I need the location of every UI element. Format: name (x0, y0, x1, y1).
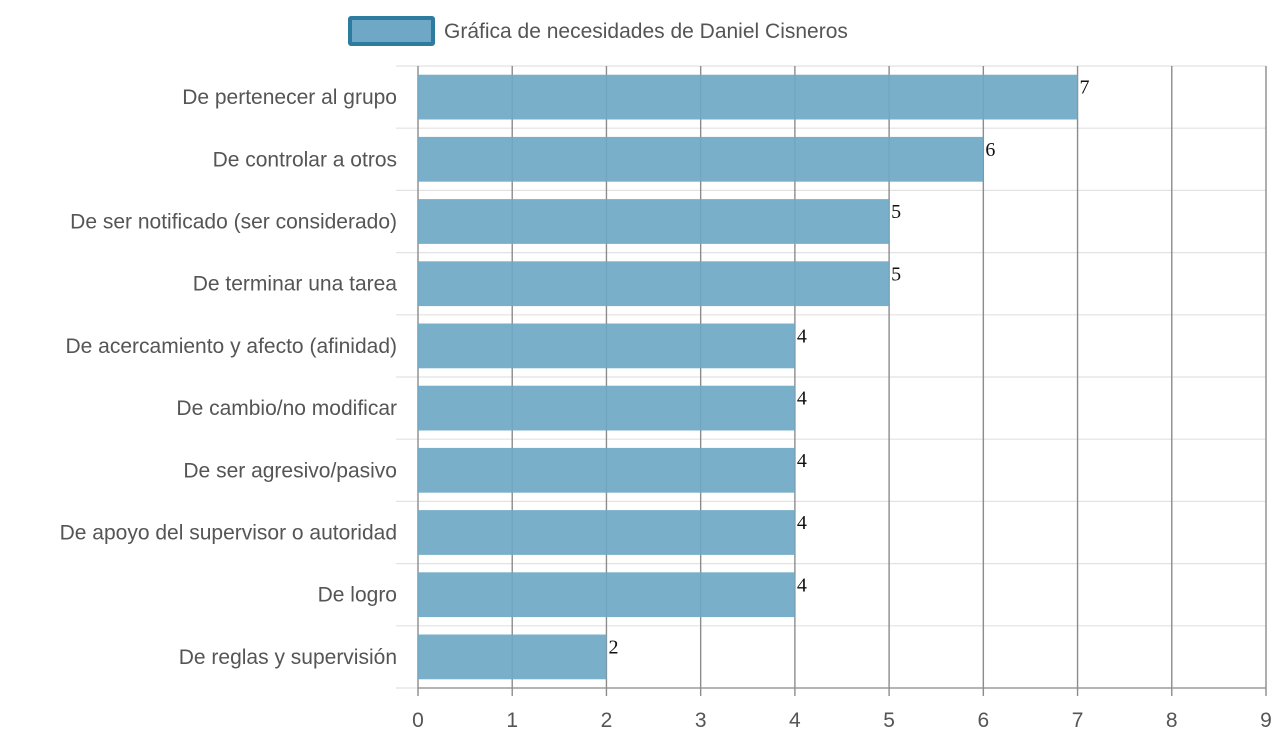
x-tick-label: 1 (506, 709, 518, 732)
bar (418, 261, 890, 307)
x-tick-label: 3 (695, 709, 707, 732)
bar (418, 323, 795, 369)
category-label: De apoyo del supervisor o autoridad (60, 522, 397, 545)
x-tick-label: 6 (977, 709, 989, 732)
data-label: 2 (608, 637, 618, 659)
category-label: De acercamiento y afecto (afinidad) (66, 335, 398, 358)
bar (418, 385, 795, 431)
x-tick-label: 4 (789, 709, 801, 732)
legend[interactable]: Gráfica de necesidades de Daniel Cisnero… (348, 16, 848, 46)
data-label: 4 (797, 388, 807, 410)
x-tick-label: 5 (883, 709, 895, 732)
category-label: De controlar a otros (213, 148, 397, 171)
x-tick-label: 0 (412, 709, 424, 732)
bar (418, 136, 984, 182)
data-label: 4 (797, 574, 807, 596)
data-label: 6 (985, 139, 995, 161)
x-tick-labels: 0 1 2 3 4 5 6 7 8 9 (412, 709, 1272, 732)
category-label: De terminar una tarea (193, 273, 398, 296)
legend-swatch (348, 16, 435, 46)
category-label: De ser notificado (ser considerado) (70, 211, 397, 234)
data-label: 5 (891, 263, 901, 285)
bar (418, 634, 607, 680)
data-label: 5 (891, 201, 901, 223)
data-label: 4 (797, 450, 807, 472)
x-tick-label: 2 (601, 709, 613, 732)
bar (418, 510, 795, 555)
value-labels: 7 6 5 5 4 4 4 4 4 2 (608, 77, 1089, 659)
data-label: 7 (1080, 77, 1090, 99)
x-tick-label: 8 (1166, 709, 1178, 732)
category-label: De ser agresivo/pasivo (183, 459, 397, 482)
category-label: De cambio/no modificar (176, 397, 397, 420)
data-label: 4 (797, 326, 807, 348)
x-tick-label: 7 (1072, 709, 1084, 732)
bar (418, 74, 1078, 120)
bar (418, 447, 795, 493)
category-label: De logro (318, 584, 397, 607)
bars (418, 74, 1078, 680)
x-tick-label: 9 (1260, 709, 1272, 732)
legend-label: Gráfica de necesidades de Daniel Cisnero… (444, 20, 848, 43)
bar (418, 572, 795, 618)
category-label: De pertenecer al grupo (182, 86, 397, 109)
data-label: 4 (797, 512, 807, 534)
category-labels: De pertenecer al grupo De controlar a otr… (60, 86, 398, 669)
bar (418, 199, 890, 244)
category-label: De reglas y supervisión (179, 646, 397, 669)
